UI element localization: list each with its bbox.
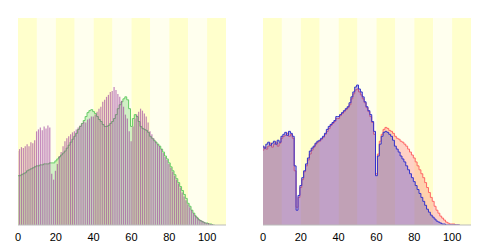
svg-text:20: 20 [50,231,62,243]
svg-text:40: 40 [333,231,345,243]
svg-text:40: 40 [88,231,100,243]
svg-text:80: 80 [408,231,420,243]
svg-text:20: 20 [295,231,307,243]
svg-text:60: 60 [370,231,382,243]
svg-text:100: 100 [198,231,216,243]
svg-text:80: 80 [163,231,175,243]
svg-text:0: 0 [15,231,21,243]
svg-text:60: 60 [125,231,137,243]
svg-text:0: 0 [260,231,266,243]
svg-text:100: 100 [443,231,461,243]
